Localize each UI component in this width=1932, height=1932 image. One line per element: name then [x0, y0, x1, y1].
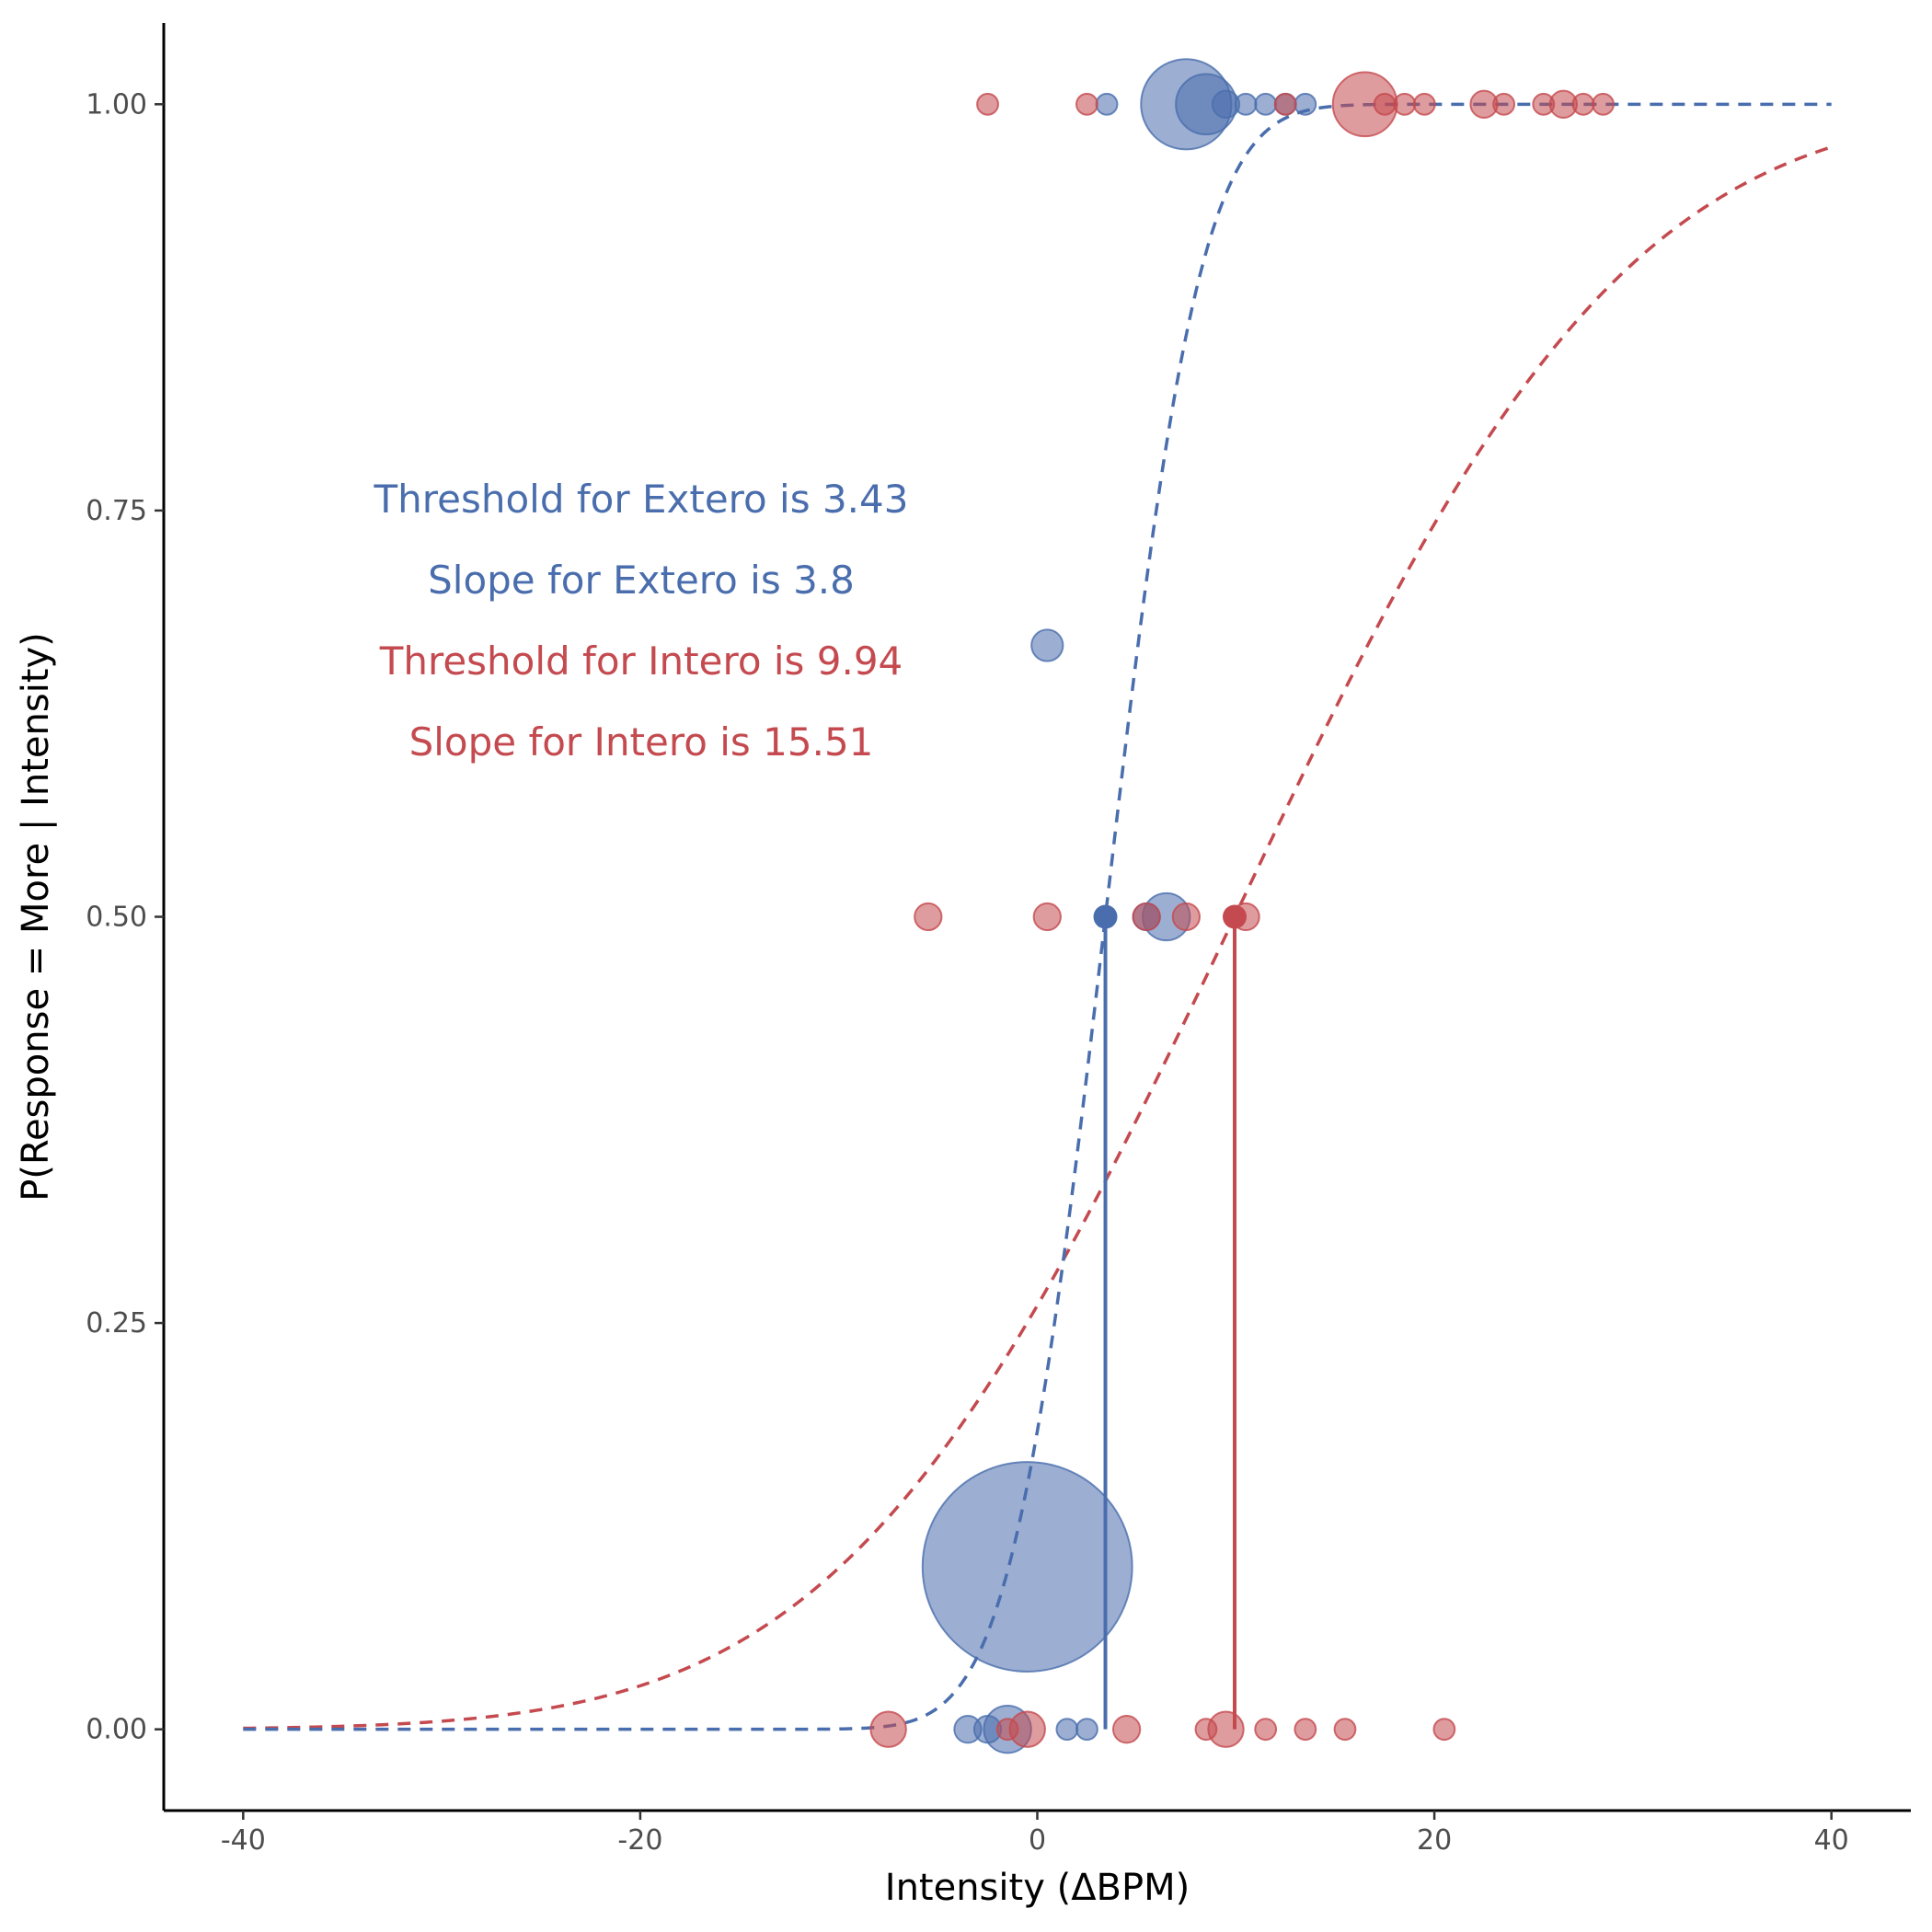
- y-axis-title: P(Response = More | Intensity): [15, 632, 57, 1202]
- intero-data-point: [1194, 1718, 1218, 1742]
- extero-data-point: [1294, 92, 1317, 116]
- intero-threshold-point: [1223, 904, 1248, 929]
- intero-data-point: [1393, 92, 1417, 116]
- intero-data-point: [1132, 902, 1161, 932]
- intero-curve: [243, 145, 1833, 1731]
- axes: -40 -20 0 20 40 0.00 0.25 0.50 0.75 1.00 Intensity…: [15, 23, 1911, 1909]
- x-axis-title: Intensity (ΔBPM): [885, 1867, 1190, 1909]
- data-points: [869, 58, 1615, 1754]
- extero-data-point: [1075, 1718, 1098, 1742]
- annotation-extero: Threshold for Extero is 3.43: [374, 477, 909, 522]
- x-tick-label: 20: [1417, 1824, 1452, 1857]
- threshold-markers: [1093, 904, 1248, 1730]
- annotation-extero: Slope for Extero is 3.8: [428, 558, 855, 603]
- intero-data-point: [1492, 92, 1516, 116]
- intero-data-point: [1032, 902, 1062, 932]
- extero-data-point: [1095, 92, 1119, 116]
- intero-data-point: [1075, 92, 1098, 116]
- x-tick-label: -40: [221, 1824, 266, 1857]
- intero-data-point: [1333, 1718, 1357, 1742]
- annotation-intero: Threshold for Intero is 9.94: [379, 638, 903, 684]
- y-tick-label: 0.25: [86, 1307, 147, 1340]
- intero-data-point: [1432, 1718, 1456, 1742]
- extero-threshold-point: [1093, 904, 1118, 929]
- extero-data-point: [953, 1715, 983, 1744]
- x-tick-label: 40: [1814, 1824, 1849, 1857]
- intero-data-point: [1273, 92, 1297, 116]
- x-tick-label: -20: [617, 1824, 662, 1857]
- y-tick-label: 0.00: [86, 1714, 147, 1746]
- intero-data-point: [1254, 1718, 1278, 1742]
- extero-data-point: [1254, 92, 1278, 116]
- extero-data-point: [921, 1461, 1133, 1673]
- intero-data-point: [1412, 92, 1436, 116]
- intero-data-point: [995, 1718, 1019, 1742]
- annotations: Threshold for Extero is 3.43 Slope for Ex…: [374, 477, 909, 765]
- intero-data-point: [869, 1710, 907, 1748]
- y-tick-label: 1.00: [86, 88, 147, 121]
- intero-data-point: [1532, 92, 1556, 116]
- y-tick-label: 0.75: [86, 495, 147, 527]
- y-tick-label: 0.50: [86, 902, 147, 934]
- intero-data-point: [1171, 902, 1201, 932]
- x-tick-label: 0: [1029, 1824, 1046, 1857]
- extero-data-point: [1055, 1718, 1079, 1742]
- intero-data-point: [1373, 92, 1397, 116]
- intero-data-point: [1571, 92, 1595, 116]
- intero-data-point: [1294, 1718, 1317, 1742]
- extero-data-point: [1234, 92, 1258, 116]
- intero-data-point: [914, 902, 943, 932]
- intero-data-point: [976, 92, 999, 116]
- intero-data-point: [1111, 1715, 1142, 1744]
- extero-data-point: [1030, 628, 1064, 662]
- annotation-intero: Slope for Intero is 15.51: [409, 719, 874, 765]
- intero-data-point: [1592, 92, 1615, 116]
